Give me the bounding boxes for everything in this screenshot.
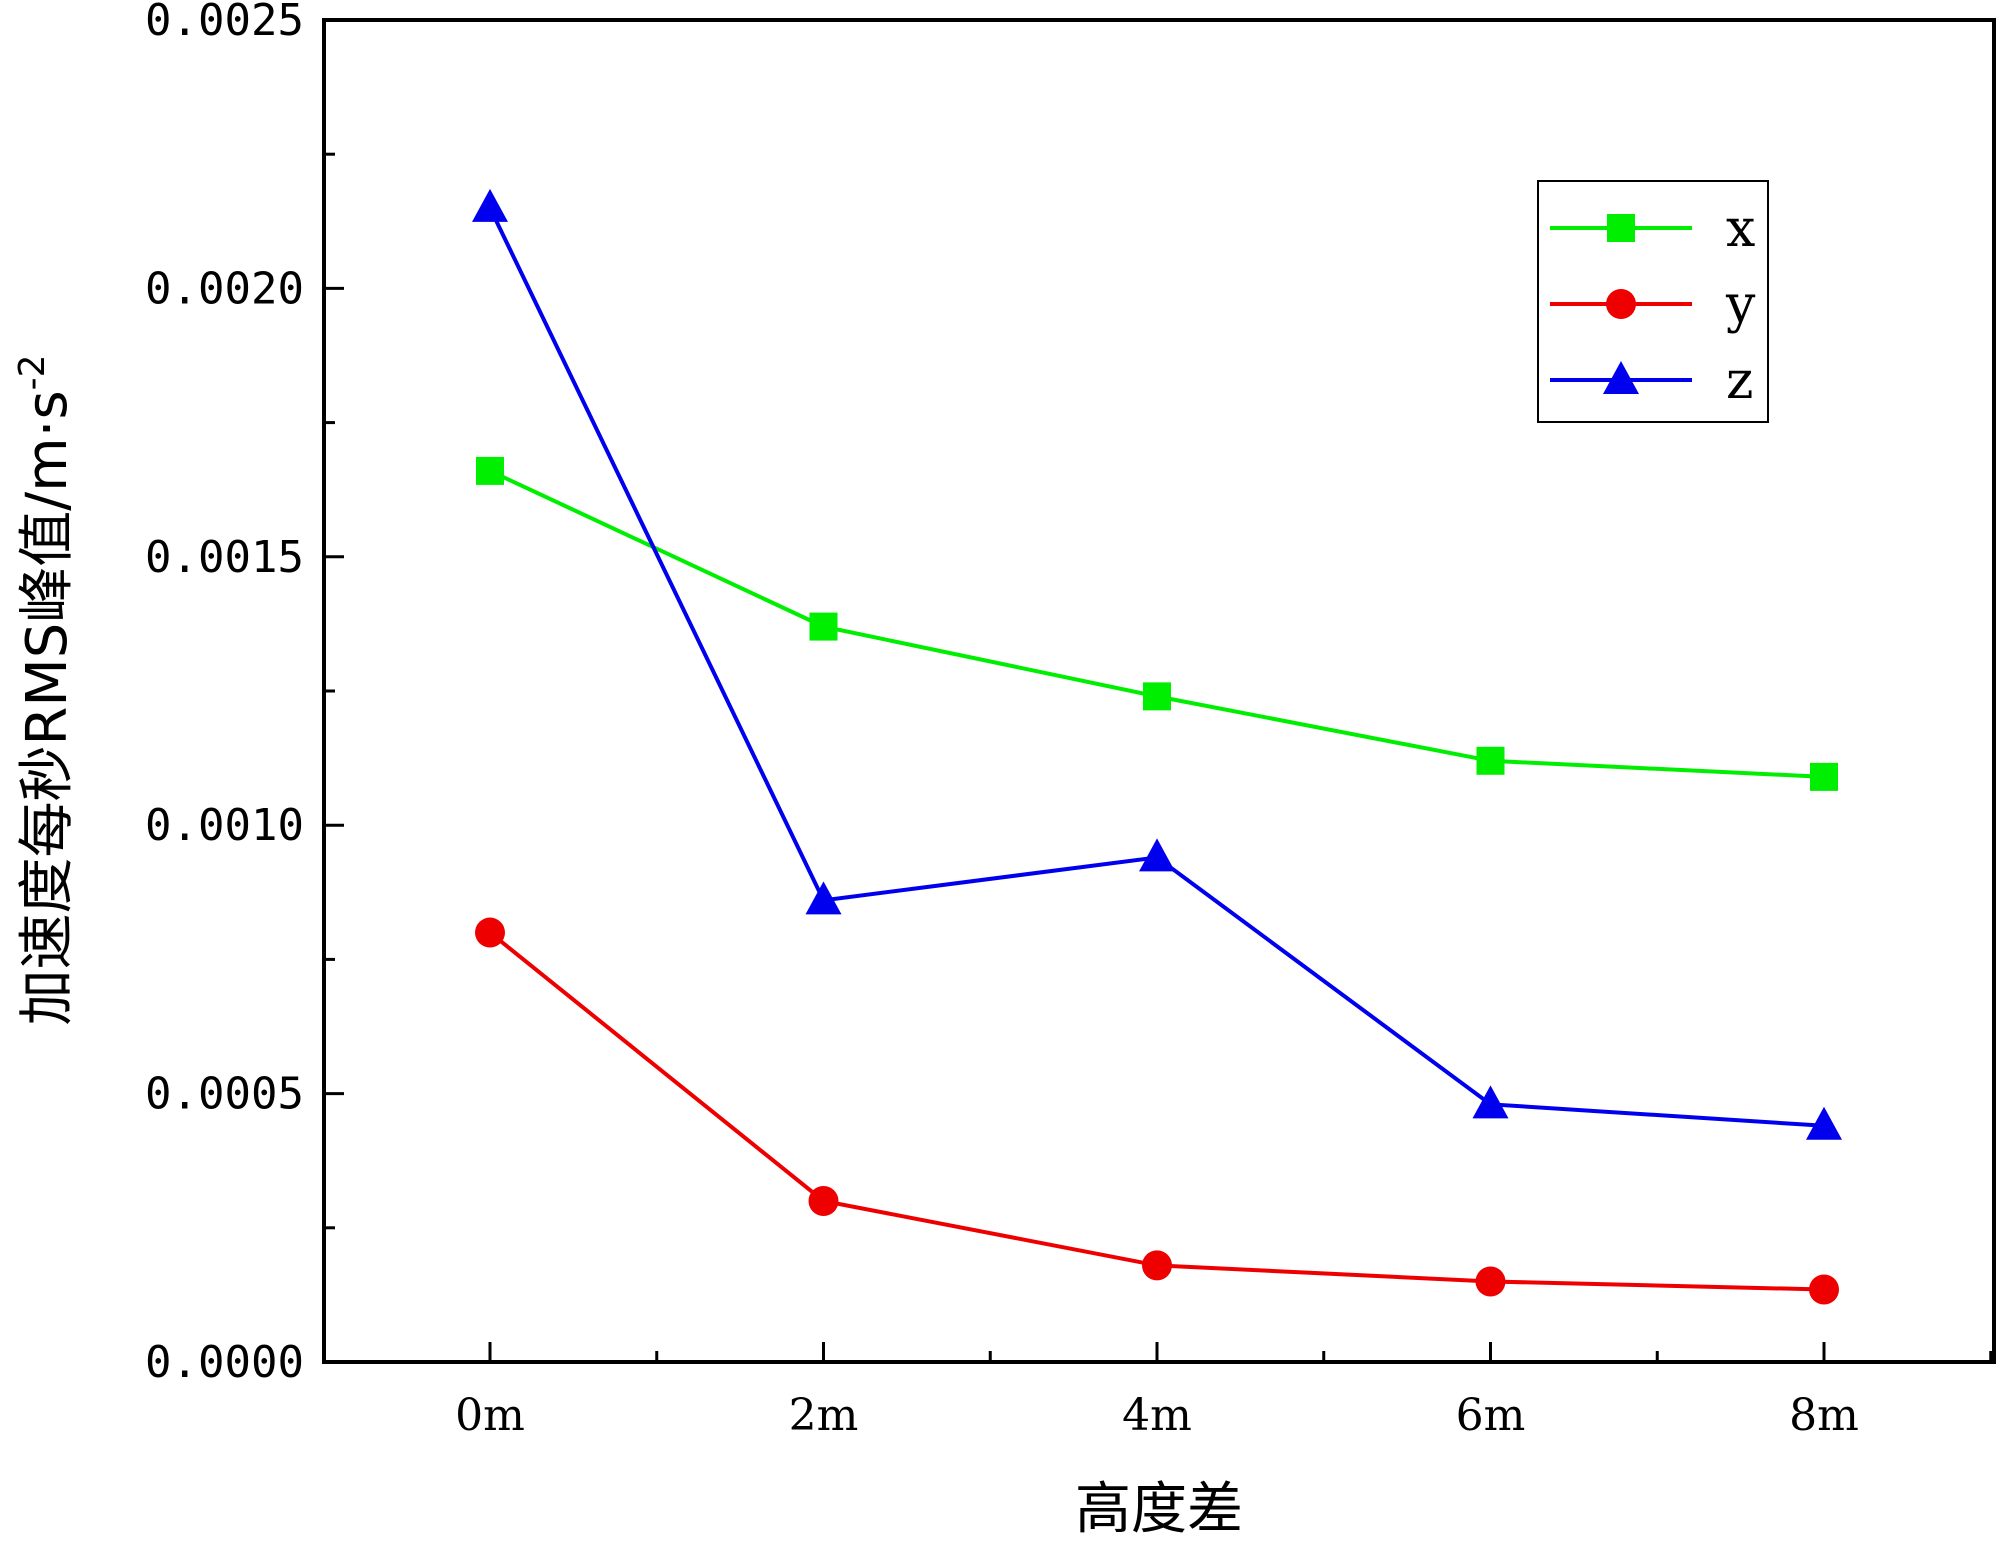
series-z-point: [1472, 1085, 1509, 1119]
series-x-point: [1810, 762, 1838, 791]
y-tick-label: 0.0025: [145, 0, 304, 46]
series-x-point: [1143, 682, 1171, 711]
series-y: [475, 917, 1839, 1305]
y-axis-title: 加速度每秒RMS峰值/m·s-2: [12, 354, 80, 1025]
x-tick-label: 4m: [1122, 1390, 1192, 1441]
legend-label: x: [1726, 199, 1755, 259]
series-x-point: [809, 612, 838, 641]
x-tick-label: 6m: [1456, 1390, 1526, 1441]
x-tick-label: 2m: [789, 1390, 859, 1441]
legend-items: xyz: [1550, 199, 1756, 411]
series-x-point: [476, 456, 504, 485]
x-tick-label: 8m: [1789, 1390, 1859, 1441]
series-z: [472, 188, 1842, 1140]
series-y-point: [1809, 1274, 1839, 1305]
series-z-point: [1806, 1106, 1842, 1140]
legend-label: y: [1725, 275, 1756, 335]
legend: xyz: [1537, 180, 1769, 423]
y-tick-label: 0.0020: [145, 263, 304, 314]
x-axis-ticks: 0m 2m 4m 6m 8m: [455, 1342, 1993, 1441]
y-axis-title-exponent: -2: [12, 354, 53, 390]
series-z-point: [805, 881, 842, 915]
series-layer: [472, 188, 1842, 1305]
series-z-point: [472, 188, 508, 222]
y-tick-label: 0.0000: [145, 1337, 304, 1388]
x-tick-label: 0m: [455, 1390, 525, 1441]
series-x-point: [1476, 746, 1505, 775]
series-y-point: [808, 1185, 839, 1216]
legend-marker: [1606, 289, 1636, 319]
series-x: [476, 456, 1838, 791]
series-y-point: [1142, 1250, 1172, 1281]
series-y-point: [475, 917, 505, 948]
legend-marker: [1607, 214, 1635, 242]
y-axis-title-main: 加速度每秒RMS峰值/m·s: [15, 390, 80, 1025]
y-tick-label: 0.0015: [145, 532, 304, 583]
y-tick-label: 0.0005: [145, 1069, 304, 1120]
legend-item-y: y: [1550, 275, 1756, 335]
y-axis-ticks: 0.0000 0.0005 0.0010 0.0015 0.0020 0.0025: [145, 0, 344, 1388]
legend-item-x: x: [1550, 199, 1755, 259]
legend-marker: [1603, 361, 1639, 394]
x-axis-title: 高度差: [1075, 1477, 1243, 1542]
legend-label: z: [1726, 351, 1753, 411]
series-z-point: [1139, 838, 1175, 872]
legend-item-z: z: [1550, 351, 1753, 411]
y-tick-label: 0.0010: [145, 800, 304, 851]
series-y-point: [1475, 1266, 1506, 1297]
